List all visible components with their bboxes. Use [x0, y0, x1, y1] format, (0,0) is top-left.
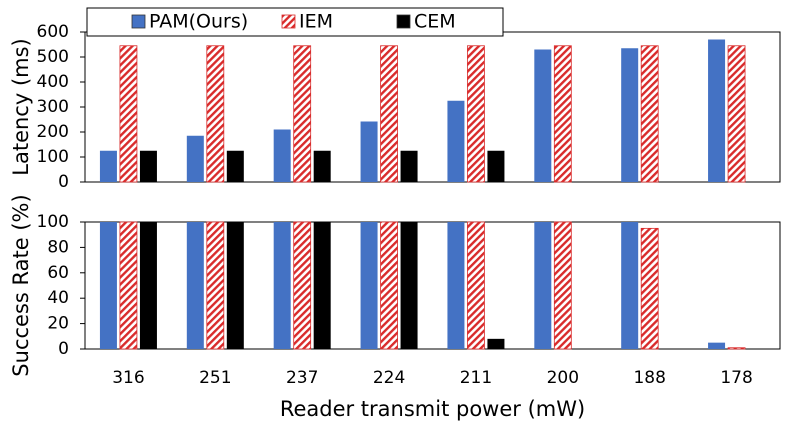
bar — [313, 150, 331, 182]
bar — [360, 222, 378, 349]
bar — [534, 222, 552, 349]
bar — [621, 222, 639, 349]
bar — [119, 221, 138, 350]
plot-area — [84, 221, 781, 350]
y-tick-label: 40 — [47, 288, 69, 308]
bar — [467, 221, 485, 350]
bar — [99, 222, 117, 349]
bar — [400, 222, 418, 349]
legend-label: PAM(Ours) — [149, 11, 248, 33]
bar — [186, 222, 204, 349]
legend-label: IEM — [299, 11, 333, 33]
bar — [487, 338, 505, 349]
bar — [621, 48, 639, 182]
bar — [467, 45, 485, 183]
bar — [708, 342, 726, 349]
x-tick-label: 188 — [633, 368, 665, 388]
bar — [226, 222, 244, 349]
bar — [313, 222, 331, 349]
bar — [226, 150, 244, 182]
bar — [139, 222, 157, 349]
y-axis-label: Success Rate (%) — [9, 194, 33, 376]
y-tick-label: 0 — [58, 339, 69, 359]
bar — [553, 45, 572, 183]
bar — [640, 45, 659, 183]
bar — [206, 221, 225, 350]
bar — [708, 39, 726, 182]
y-tick-label: 60 — [47, 263, 69, 283]
bar — [727, 347, 746, 350]
bar — [380, 221, 398, 350]
bar — [119, 45, 138, 183]
bar — [99, 150, 117, 182]
y-tick-label: 0 — [58, 172, 69, 192]
x-tick-label: 200 — [547, 368, 579, 388]
x-tick-label: 237 — [286, 368, 318, 388]
bar — [400, 150, 418, 182]
legend-swatch — [131, 14, 146, 29]
bar — [186, 135, 204, 182]
bar — [139, 150, 157, 182]
bar — [273, 129, 291, 182]
bar — [727, 45, 746, 183]
bar — [206, 45, 225, 183]
y-tick-label: 100 — [37, 147, 69, 167]
bar — [447, 100, 465, 182]
bar — [487, 150, 505, 182]
x-tick-label: 178 — [720, 368, 752, 388]
x-tick-label: 251 — [199, 368, 231, 388]
y-tick-label: 600 — [37, 22, 69, 42]
bar — [293, 221, 312, 350]
bar — [553, 221, 572, 350]
y-tick-label: 100 — [37, 212, 69, 232]
legend-label: CEM — [414, 11, 456, 33]
bar — [640, 227, 659, 350]
y-tick-label: 500 — [37, 47, 69, 67]
y-tick-label: 400 — [37, 72, 69, 92]
x-tick-label: 316 — [112, 368, 144, 388]
x-tick-label: 224 — [373, 368, 405, 388]
bar — [293, 45, 312, 183]
bar — [447, 222, 465, 349]
x-axis-label: Reader transmit power (mW) — [280, 397, 585, 421]
legend-swatch — [396, 14, 411, 29]
x-tick-label: 211 — [460, 368, 492, 388]
y-tick-label: 300 — [37, 97, 69, 117]
y-axis-label: Latency (ms) — [9, 38, 33, 175]
y-tick-label: 80 — [47, 237, 69, 257]
bar — [534, 49, 552, 182]
bar — [380, 45, 398, 183]
bar — [273, 222, 291, 349]
bar — [360, 121, 378, 182]
y-tick-label: 200 — [37, 122, 69, 142]
y-tick-label: 20 — [47, 314, 69, 334]
legend-swatch — [281, 14, 296, 29]
